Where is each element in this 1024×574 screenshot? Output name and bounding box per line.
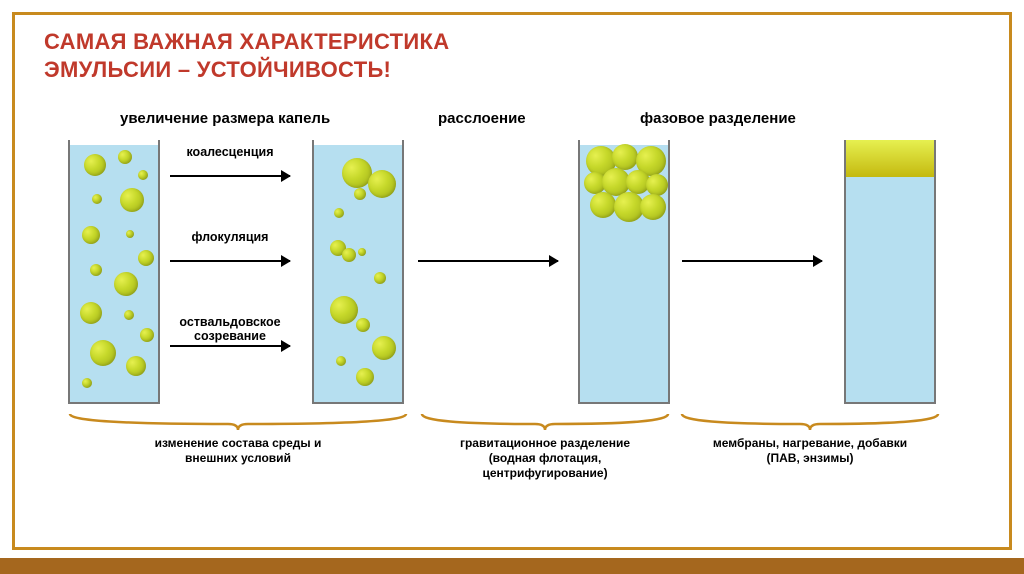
emulsion-droplet [590,192,616,218]
column-label-phase-separation: фазовое разделение [640,110,796,127]
emulsion-droplet [80,302,102,324]
slide-title: САМАЯ ВАЖНАЯ ХАРАКТЕРИСТИКАЭМУЛЬСИИ – УС… [44,28,449,83]
emulsion-droplet [356,318,370,332]
emulsion-droplet [646,174,668,196]
beaker-coarsened [312,140,404,404]
brace-2 [420,412,670,430]
emulsion-droplet [82,378,92,388]
emulsion-droplet [138,170,148,180]
emulsion-droplet [120,188,144,212]
emulsion-droplet [374,272,386,284]
emulsion-droplet [90,264,102,276]
oil-layer [846,140,934,177]
brace-3 [680,412,940,430]
emulsion-droplet [354,188,366,200]
emulsion-droplet [342,248,356,262]
beaker-dispersed [68,140,160,404]
emulsion-droplet [368,170,396,198]
emulsion-droplet [114,272,138,296]
arrow-stage3 [682,260,822,262]
emulsion-droplet [124,310,134,320]
emulsion-droplet [334,208,344,218]
beaker-separated [844,140,936,404]
arrow-flocculation [170,260,290,262]
emulsion-droplet [640,194,666,220]
emulsion-droplet [90,340,116,366]
brace-1 [68,412,408,430]
arrow-stage2 [418,260,558,262]
emulsion-droplet [138,250,154,266]
brace-caption-2: гравитационное разделение(водная флотаци… [420,436,670,481]
arrow-ostwald [170,345,290,347]
emulsion-droplet [140,328,154,342]
column-label-stratification: расслоение [438,110,526,127]
arrow-label-flocculation: флокуляция [170,230,290,244]
emulsion-droplet [118,150,132,164]
emulsion-droplet [92,194,102,204]
emulsion-droplet [330,296,358,324]
emulsion-droplet [126,230,134,238]
column-label-size-increase: увеличение размера капель [120,110,330,127]
brace-caption-3: мембраны, нагревание, добавки(ПАВ, энзим… [680,436,940,466]
arrow-coalescence [170,175,290,177]
brace-caption-1: изменение состава среды ивнешних условий [68,436,408,466]
emulsion-droplet [84,154,106,176]
emulsion-droplet [82,226,100,244]
beaker-creamed [578,140,670,404]
emulsion-droplet [372,336,396,360]
emulsion-droplet [126,356,146,376]
emulsion-droplet [358,248,366,256]
emulsion-droplet [336,356,346,366]
emulsion-droplet [612,144,638,170]
bottom-bar [0,558,1024,574]
emulsion-droplet [356,368,374,386]
liquid-layer [846,145,934,402]
arrow-label-ostwald: оствальдовскоесозревание [170,315,290,343]
arrow-label-coalescence: коалесценция [170,145,290,159]
